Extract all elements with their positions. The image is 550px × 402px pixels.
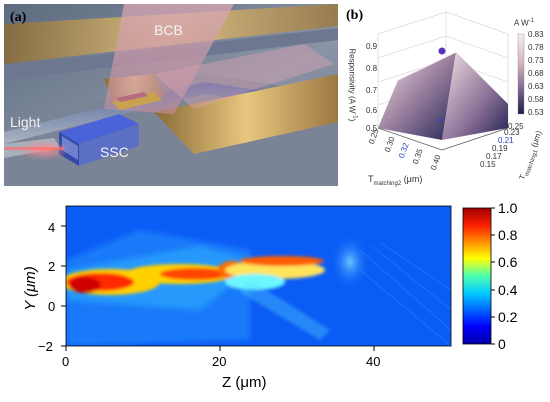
- colorbar-tick: 0.78: [528, 43, 544, 52]
- z-tick: 0.6: [366, 106, 378, 115]
- panel-c-colorbar: [462, 207, 492, 345]
- panel-c-tag: (c): [6, 198, 22, 213]
- max-point-marker: [438, 47, 446, 55]
- y-tick: 0.21: [498, 136, 514, 145]
- z-axis-label: Responsivity (A W-1): [347, 48, 358, 122]
- x-tick: 20: [212, 354, 227, 369]
- device-rendering: [4, 4, 338, 186]
- panel-b-tag: (b): [346, 8, 364, 23]
- x-axis-title: Z (μm): [222, 374, 267, 391]
- x-tick: 0: [62, 354, 70, 369]
- y-tick: 4: [48, 220, 56, 235]
- panel-b-colorbar: [517, 33, 525, 115]
- y-tick: 0.23: [504, 128, 520, 137]
- z-tick: 0.8: [366, 64, 378, 73]
- colorbar-tick: 0.4: [498, 282, 518, 298]
- y-tick: −2: [38, 339, 53, 354]
- colorbar-tick: 0.63: [528, 82, 544, 91]
- panel-b: (b) A W-1 0.83 0.78 0.73 0.68 0.63 0.58 …: [338, 0, 550, 190]
- y-tick: 0.25: [508, 122, 524, 131]
- colorbar-tick: 0.83: [528, 30, 544, 39]
- z-tick: 0.5: [366, 124, 378, 133]
- colorbar-tick: 0.68: [528, 69, 544, 78]
- y-tick: 0.15: [480, 160, 496, 169]
- responsivity-surface: [377, 11, 525, 151]
- colorbar-tick: 0.73: [528, 56, 544, 65]
- z-tick: 0.7: [366, 86, 378, 95]
- colorbar-title: A W-1: [514, 18, 535, 28]
- y-tick: 2: [48, 259, 56, 274]
- y-tick: 0.19: [492, 144, 508, 153]
- field-heatmap: [61, 205, 495, 351]
- y-axis-title: Y (μm): [21, 266, 39, 311]
- z-tick: 0.9: [366, 42, 378, 51]
- ssc-label: SSC: [100, 144, 129, 160]
- y-tick: 0.17: [486, 152, 502, 161]
- panel-a-tag: (a): [10, 10, 27, 25]
- x-tick: 40: [366, 354, 381, 369]
- colorbar-tick: 0.58: [528, 95, 544, 104]
- colorbar-tick: 1.0: [498, 200, 518, 216]
- bcb-label: BCB: [154, 22, 183, 38]
- colorbar-tick: 0.2: [498, 309, 518, 325]
- light-label: Light: [10, 114, 41, 130]
- colorbar-tick: 0.53: [528, 108, 544, 117]
- colorbar-tick: 0.8: [498, 227, 518, 243]
- colorbar-tick: 0: [498, 336, 506, 352]
- panel-a: (a) BCB Light SSC: [4, 4, 338, 186]
- panel-c: (c): [0, 190, 550, 402]
- colorbar-tick: 0.6: [498, 254, 518, 270]
- x-axis-label: Tmatching2 (μm): [368, 174, 423, 187]
- y-tick: 0: [48, 299, 56, 314]
